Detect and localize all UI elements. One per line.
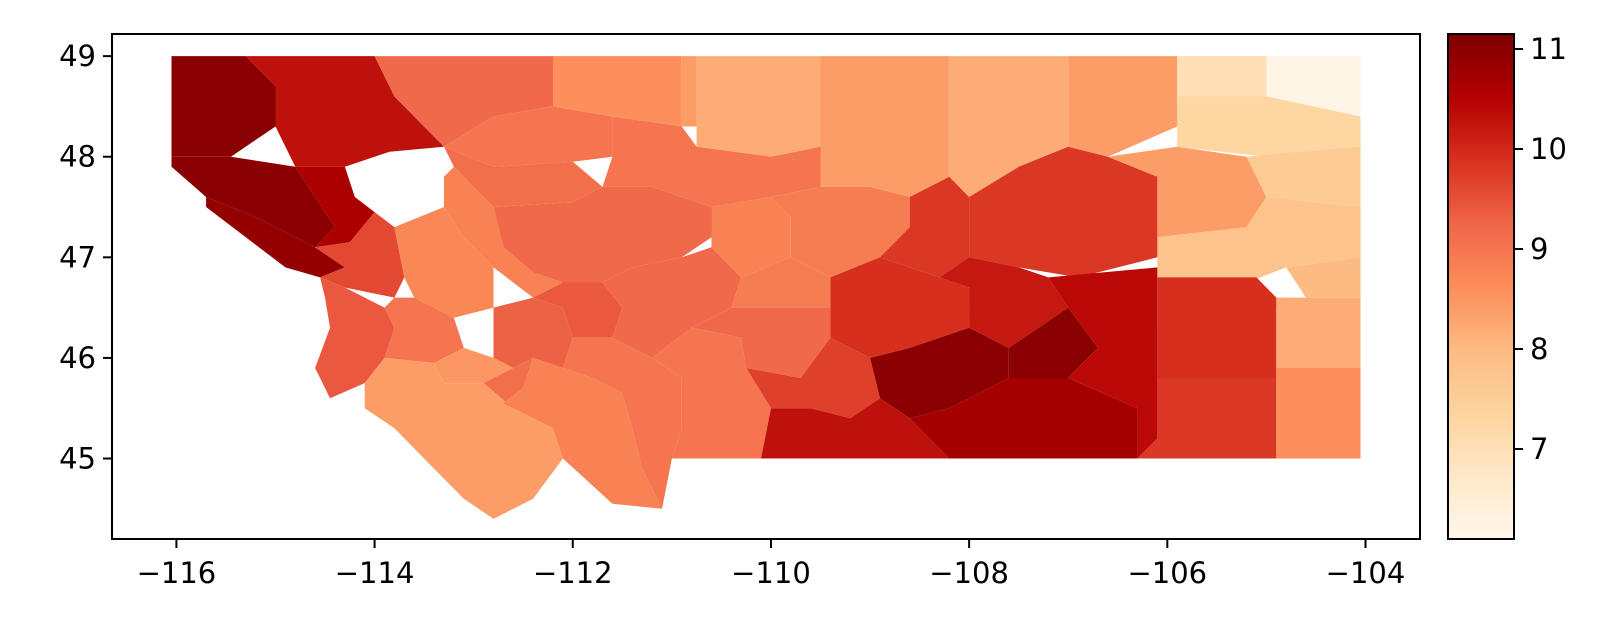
county-golden-valley xyxy=(830,257,970,358)
county-liberty xyxy=(681,56,697,127)
county-park xyxy=(652,327,771,459)
county-missoula xyxy=(315,212,405,298)
county-rosebud xyxy=(1048,267,1158,459)
y-tick-label: 45 xyxy=(59,442,96,476)
colorbar-tick-label: 7 xyxy=(1530,432,1548,466)
county-madison xyxy=(503,357,662,509)
county-musselshell xyxy=(939,257,1069,348)
county-custer xyxy=(1157,277,1277,378)
county-broadwater xyxy=(533,282,623,338)
plot-frame xyxy=(111,33,1421,540)
y-axis: 45 46 47 48 49 xyxy=(59,39,112,476)
county-richland xyxy=(1246,146,1361,207)
county-powell xyxy=(394,207,494,318)
county-meagher xyxy=(602,247,742,358)
county-dawson xyxy=(1157,197,1361,298)
county-carbon xyxy=(761,398,950,459)
y-tick-label: 49 xyxy=(59,39,96,73)
county-sweet-grass xyxy=(691,307,831,378)
county-cascade xyxy=(493,186,712,283)
colorbar-axis: 7 8 9 10 11 xyxy=(1514,32,1567,466)
county-judith-basin xyxy=(711,197,791,278)
county-roosevelt xyxy=(1177,96,1361,157)
county-flathead xyxy=(245,56,444,167)
county-hill xyxy=(696,56,821,157)
y-tick-label: 47 xyxy=(59,240,96,274)
county-petroleum xyxy=(880,176,970,278)
county-blaine xyxy=(820,56,950,197)
x-tick-label: −114 xyxy=(335,556,415,590)
colorbar-tick-label: 9 xyxy=(1530,232,1548,266)
county-lewis-and-clark xyxy=(444,166,563,298)
county-ravalli xyxy=(315,277,395,399)
county-stillwater xyxy=(746,337,880,419)
county-valley xyxy=(1068,56,1178,157)
county-lincoln xyxy=(171,56,276,157)
county-teton xyxy=(444,146,603,207)
x-tick-label: −106 xyxy=(1127,556,1207,590)
x-tick-label: −116 xyxy=(137,556,217,590)
county-daniels xyxy=(1177,56,1267,97)
county-big-horn xyxy=(909,378,1138,459)
colorbar-frame xyxy=(1447,33,1515,540)
county-glacier xyxy=(374,56,553,147)
county-yellowstone xyxy=(870,327,1009,419)
county-wheatland xyxy=(731,257,831,308)
county-sheridan xyxy=(1266,56,1361,117)
x-axis: −116 −114 −112 −110 −108 −106 −104 xyxy=(137,539,1406,590)
county-treasure xyxy=(1008,307,1098,378)
county-sanders xyxy=(171,156,335,248)
county-gallatin xyxy=(562,337,682,509)
county-mineral xyxy=(206,197,345,278)
county-wibaux xyxy=(1286,257,1361,298)
county-deer-lodge xyxy=(434,347,514,384)
county-beaverhead xyxy=(364,357,563,519)
county-granite xyxy=(384,297,464,363)
county-garfield xyxy=(969,146,1158,278)
map-area xyxy=(171,56,1361,519)
x-tick-label: −108 xyxy=(929,556,1009,590)
county-powder-river xyxy=(1137,378,1277,459)
county-fergus xyxy=(771,186,910,278)
y-tick-label: 48 xyxy=(59,140,96,174)
county-toole xyxy=(553,56,682,127)
x-tick-label: −110 xyxy=(731,556,811,590)
colorbar-tick-label: 10 xyxy=(1530,132,1567,166)
county-mccone xyxy=(1107,146,1267,238)
county-chouteau xyxy=(602,116,821,207)
county-jefferson xyxy=(493,297,573,368)
x-tick-label: −112 xyxy=(533,556,613,590)
county-carter xyxy=(1276,368,1361,459)
colorbar-tick-label: 8 xyxy=(1530,332,1548,366)
county-silver-bow xyxy=(483,357,534,409)
county-fallon xyxy=(1276,297,1361,368)
colorbar xyxy=(1447,33,1515,540)
county-lake xyxy=(295,166,375,248)
county-phillips xyxy=(949,56,1069,197)
x-tick-label: −104 xyxy=(1326,556,1406,590)
y-tick-label: 46 xyxy=(59,341,96,375)
colorbar-gradient xyxy=(1448,34,1514,539)
colorbar-tick-label: 11 xyxy=(1530,32,1567,66)
county-pondera xyxy=(444,106,613,167)
